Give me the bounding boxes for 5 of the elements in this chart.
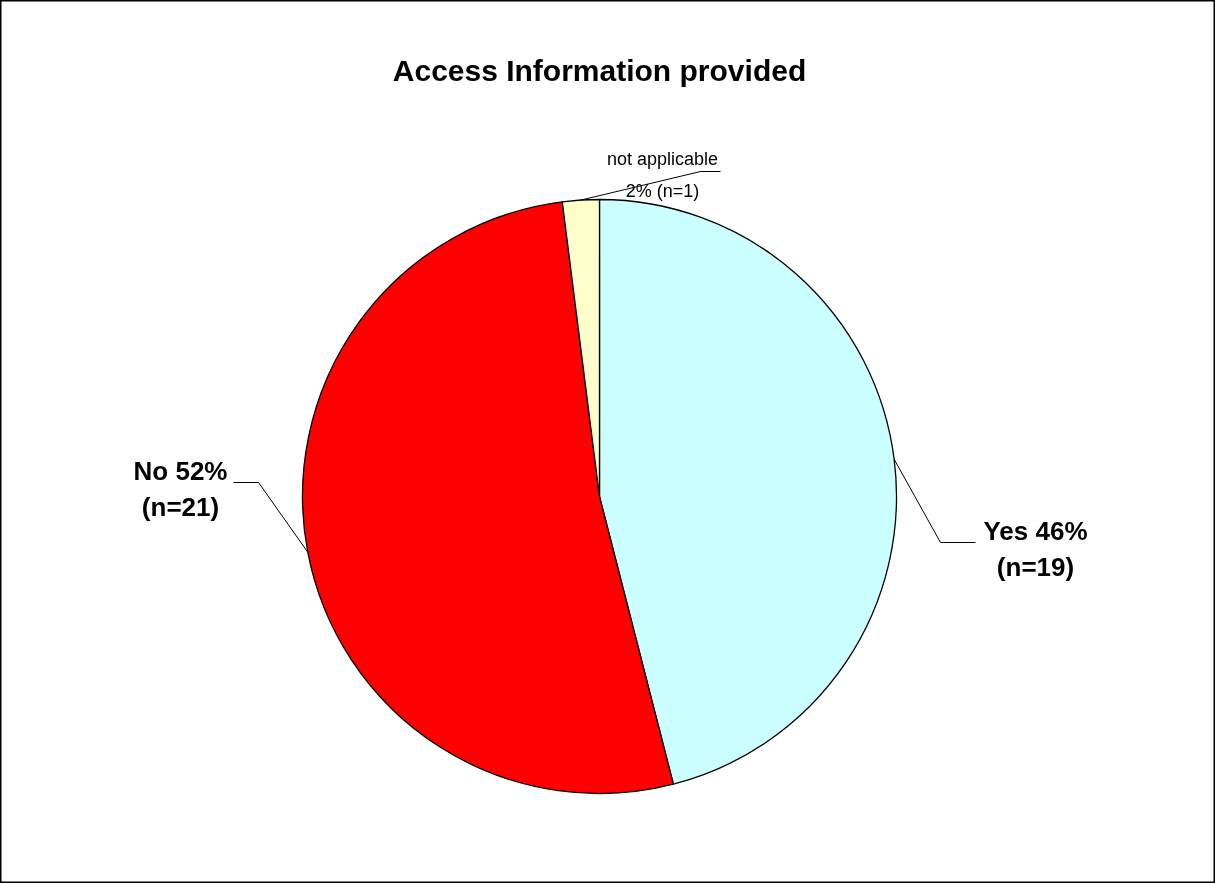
chart-title: Access Information provided	[392, 54, 807, 87]
slice-label: Yes 46% (n=19)	[983, 515, 1088, 582]
slice-label: No 52% (n=21)	[133, 455, 228, 522]
slice-label: not applicable	[606, 148, 719, 169]
data-label: 2% (n=1)	[625, 180, 700, 201]
